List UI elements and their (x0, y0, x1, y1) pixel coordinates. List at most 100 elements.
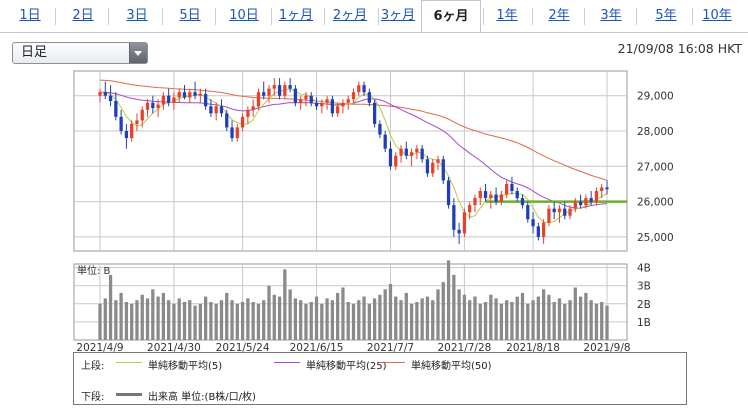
tab-2[interactable]: 2日 (72, 8, 94, 23)
price-timestamp: 21/09/08 16:08 HKT (617, 41, 742, 56)
volume-bar (283, 269, 287, 340)
volume-bar (341, 287, 345, 340)
tab-separator (378, 8, 379, 25)
tab-3[interactable]: 3日 (126, 8, 148, 23)
candle-body (573, 201, 577, 209)
volume-bar (494, 298, 498, 340)
x-tick-label: 2021/6/15 (290, 342, 344, 354)
volume-bar (573, 287, 577, 340)
volume-bar (441, 282, 445, 340)
volume-bar (394, 296, 398, 340)
volume-bar (304, 303, 308, 340)
candle-body (431, 162, 435, 174)
volume-bar (600, 302, 604, 340)
volume-bar (272, 294, 276, 340)
tab-1[interactable]: 1日 (19, 8, 41, 23)
volume-bar (457, 289, 461, 340)
volume-bar (167, 300, 171, 340)
candle-body (188, 92, 192, 98)
candle-body (161, 95, 166, 105)
tab-6[interactable]: 1ヶ月 (278, 8, 314, 23)
candle-body (145, 102, 150, 110)
volume-bar (114, 300, 118, 340)
price-tick-label: 28,000 (637, 126, 674, 138)
candle-body (135, 120, 139, 124)
tab-7[interactable]: 2ヶ月 (332, 8, 368, 23)
tab-separator (215, 8, 216, 25)
candle-body (98, 92, 102, 96)
volume-bar (336, 292, 340, 340)
volume-bar (605, 305, 609, 340)
candle-body (267, 88, 271, 96)
volume-bar (367, 303, 371, 340)
x-tick-label: 2021/4/9 (76, 342, 123, 354)
candle-body (578, 201, 583, 206)
volume-tick-label: 2B (637, 299, 651, 311)
candle-body (494, 194, 498, 202)
candle-body (383, 134, 387, 149)
candle-body (277, 85, 282, 96)
tab-separator (692, 8, 693, 25)
tab-5[interactable]: 10日 (229, 8, 259, 23)
volume-bar (409, 303, 414, 340)
volume-bar (177, 298, 181, 340)
legend-volume-label: 出来高 単位:(B株/口/枚) (148, 392, 256, 403)
chart-interval-select[interactable]: 日足 (12, 42, 148, 64)
volume-bar (119, 292, 123, 340)
tab-8[interactable]: 3ヶ月 (380, 8, 416, 23)
candle-body (346, 99, 350, 103)
tab-4[interactable]: 5日 (179, 8, 201, 23)
tab-separator (584, 8, 585, 25)
volume-bar (362, 296, 366, 340)
volume-bar (473, 296, 477, 340)
volume-bar (277, 296, 282, 340)
candle-body (272, 85, 276, 89)
volume-bar (203, 296, 208, 340)
candle-body (515, 191, 519, 199)
volume-bar (225, 292, 229, 340)
legend-ma25-label: 単純移動平均(25) (306, 361, 387, 372)
volume-bar (383, 289, 387, 340)
tab-11[interactable]: 2年 (548, 8, 570, 23)
candle-body (452, 205, 456, 230)
tab-separator (55, 8, 56, 25)
volume-bar (552, 302, 556, 340)
volume-bar (108, 274, 113, 340)
tab-12[interactable]: 3年 (600, 8, 622, 23)
volume-bar (499, 303, 504, 340)
candle-body (557, 208, 562, 213)
volume-bar (246, 298, 250, 340)
x-tick-label: 2021/4/30 (147, 342, 201, 354)
candle-body (541, 222, 546, 237)
tab-9[interactable]: 6ヶ月 (421, 0, 481, 33)
volume-bar (594, 303, 599, 340)
chevron-down-icon[interactable] (129, 43, 147, 63)
volume-bar (325, 298, 329, 340)
candle-body (299, 99, 303, 103)
candle-body (256, 92, 261, 107)
candle-body (425, 159, 430, 174)
tab-14[interactable]: 10年 (702, 8, 732, 23)
legend-ma5-label: 単純移動平均(5) (148, 361, 223, 372)
volume-tick-label: 1B (637, 317, 651, 329)
candle-body (589, 198, 593, 202)
candle-body (177, 92, 181, 98)
candle-body (457, 229, 461, 234)
candle-body (198, 93, 202, 96)
candle-body (547, 208, 551, 223)
candle-body (103, 92, 107, 96)
candle-body (420, 148, 424, 160)
candle-body (394, 155, 398, 167)
volume-bar (299, 300, 303, 340)
candle-body (605, 187, 609, 190)
candle-body (526, 205, 530, 220)
volume-bar (452, 274, 456, 340)
volume-tick-label: 4B (637, 263, 651, 275)
candle-body (357, 85, 361, 93)
volume-bar (98, 303, 102, 340)
tab-13[interactable]: 5年 (655, 8, 677, 23)
volume-bar (478, 303, 482, 340)
candle-body (404, 148, 408, 156)
tab-10[interactable]: 1年 (496, 8, 518, 23)
x-tick-label: 2021/5/24 (216, 342, 270, 354)
